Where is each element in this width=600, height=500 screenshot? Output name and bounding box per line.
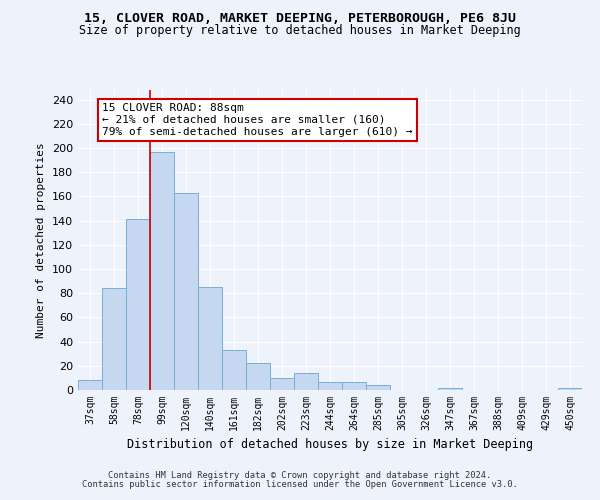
Bar: [246, 364, 270, 390]
Bar: [270, 378, 294, 390]
Text: Contains HM Land Registry data © Crown copyright and database right 2024.: Contains HM Land Registry data © Crown c…: [109, 471, 491, 480]
Bar: [198, 287, 222, 390]
X-axis label: Distribution of detached houses by size in Market Deeping: Distribution of detached houses by size …: [127, 438, 533, 452]
Bar: [294, 373, 318, 390]
Bar: [366, 385, 390, 390]
Y-axis label: Number of detached properties: Number of detached properties: [37, 142, 46, 338]
Text: 15 CLOVER ROAD: 88sqm
← 21% of detached houses are smaller (160)
79% of semi-det: 15 CLOVER ROAD: 88sqm ← 21% of detached …: [102, 104, 413, 136]
Bar: [78, 380, 102, 390]
Text: Size of property relative to detached houses in Market Deeping: Size of property relative to detached ho…: [79, 24, 521, 37]
Bar: [438, 388, 462, 390]
Bar: [126, 220, 150, 390]
Text: Contains public sector information licensed under the Open Government Licence v3: Contains public sector information licen…: [82, 480, 518, 489]
Text: 15, CLOVER ROAD, MARKET DEEPING, PETERBOROUGH, PE6 8JU: 15, CLOVER ROAD, MARKET DEEPING, PETERBO…: [84, 12, 516, 26]
Bar: [558, 388, 582, 390]
Bar: [342, 382, 366, 390]
Bar: [222, 350, 246, 390]
Bar: [102, 288, 126, 390]
Bar: [318, 382, 342, 390]
Bar: [174, 193, 198, 390]
Bar: [150, 152, 174, 390]
